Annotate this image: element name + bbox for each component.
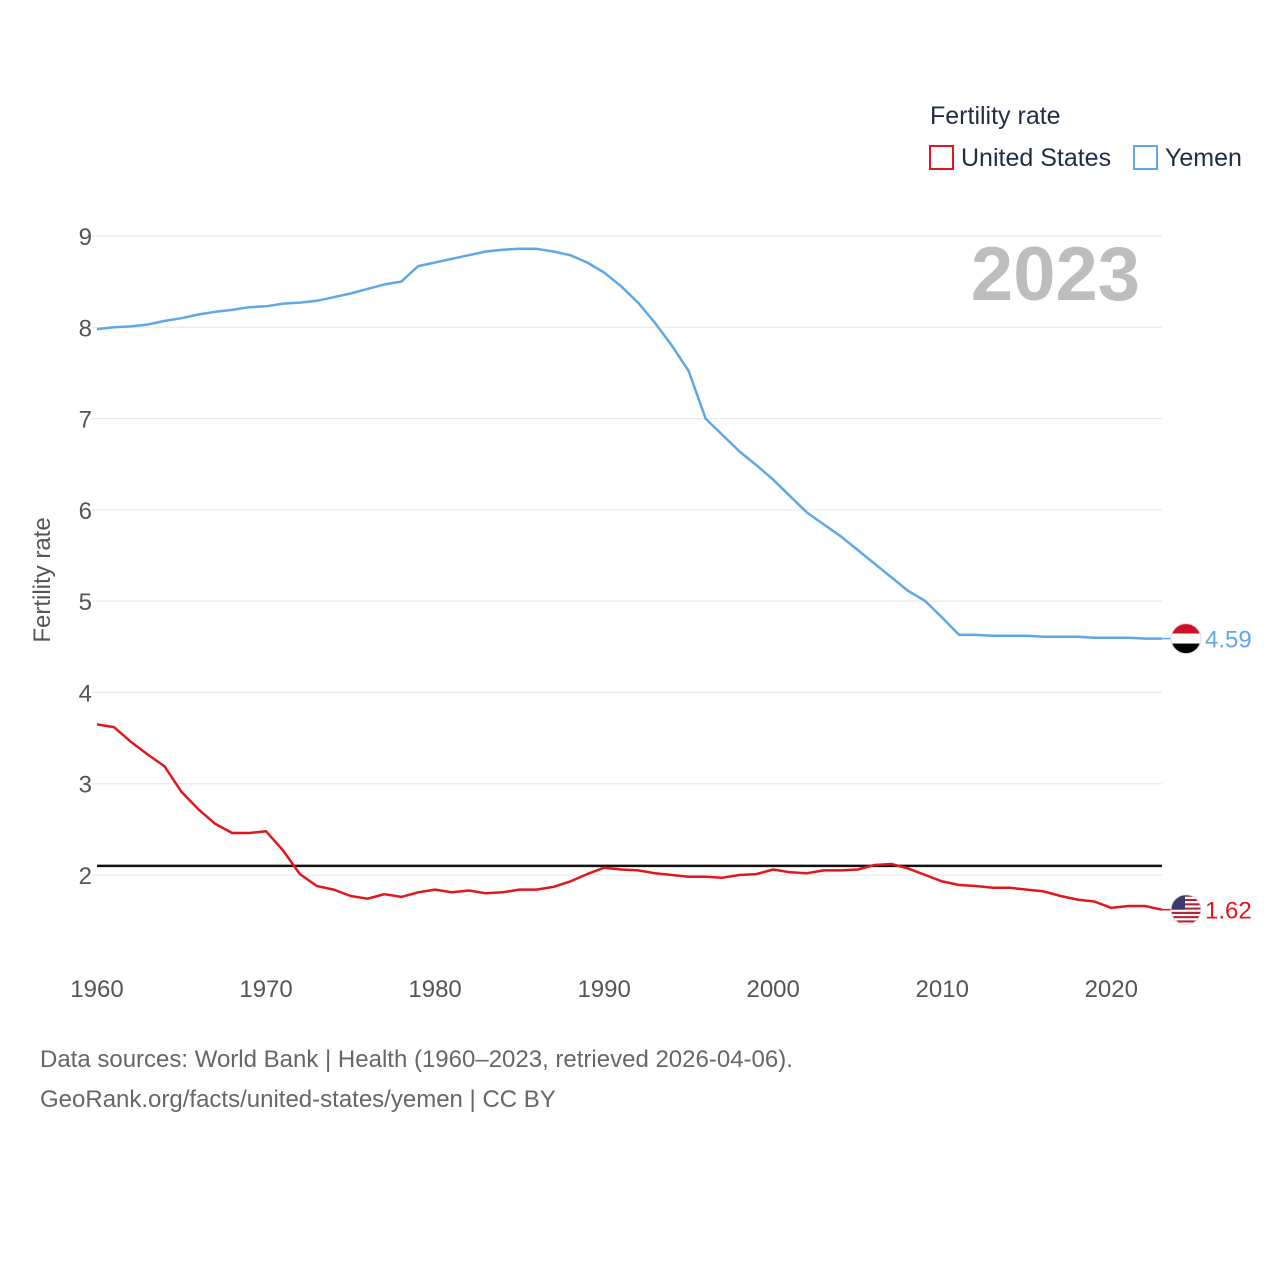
flag-stripe-1: [1171, 898, 1201, 902]
y-tick-label-6: 6: [79, 498, 92, 525]
y-tick-label-4: 4: [79, 680, 92, 707]
series-line-united-states: [96, 723, 1163, 911]
flag-border-yemen: [1170, 623, 1202, 655]
y-axis-ticks: 2 3 4 5 6 7 8 9: [79, 224, 92, 890]
x-tick-label-1960: 1960: [70, 976, 123, 1003]
y-tick-label-8: 8: [79, 315, 92, 342]
x-tick-label-1980: 1980: [408, 976, 461, 1003]
y-tick-label-5: 5: [79, 589, 92, 616]
flag-stripe-white-6: [1171, 922, 1201, 925]
end-value-label-united-states: 1.62: [1205, 898, 1252, 925]
watermark-year: 2023: [971, 232, 1140, 317]
flag-stripe-white-4: [1171, 913, 1201, 917]
flag-stripe-white-1: [1171, 901, 1201, 904]
flag-stripe-3: [1171, 907, 1201, 910]
flag-stripe-0: [1171, 894, 1201, 897]
x-tick-label-2020: 2020: [1085, 976, 1138, 1003]
flag-stripe-6: [1171, 920, 1201, 923]
series-endpoints: 1.62 4.59: [1162, 623, 1252, 926]
line-chart: 2 3 4 5 6 7 8 9 1960 1970 1980 1990 2000 2010 2020 20…: [29, 102, 1252, 1003]
legend: Fertility rate United States Yemen: [929, 102, 1242, 172]
footer-attribution[interactable]: GeoRank.org/facts/united-states/yemen | …: [40, 1086, 556, 1113]
y-tick-label-2: 2: [79, 863, 92, 890]
y-tick-label-3: 3: [79, 772, 92, 799]
legend-swatch-yemen: [1133, 145, 1158, 170]
legend-item-united-states[interactable]: United States: [929, 144, 1111, 172]
gridlines: [92, 235, 1162, 876]
x-tick-label-1990: 1990: [577, 976, 630, 1003]
flag-art-united-states: [1171, 894, 1201, 925]
flag-art-yemen: [1171, 623, 1201, 654]
legend-label-yemen: Yemen: [1165, 144, 1242, 172]
flag-icon-united-states: [1170, 894, 1202, 926]
flag-stripe-black: [1171, 643, 1201, 654]
flag-stripe-white-5: [1171, 918, 1201, 921]
flag-stripe-red: [1171, 623, 1201, 634]
x-tick-label-2010: 2010: [916, 976, 969, 1003]
x-axis-ticks: 1960 1970 1980 1990 2000 2010 2020: [70, 976, 1138, 1003]
flag-border-united-states: [1170, 894, 1202, 926]
legend-swatch-united-states: [929, 145, 954, 170]
flag-stripe-white-0: [1171, 896, 1201, 899]
legend-item-yemen[interactable]: Yemen: [1133, 144, 1242, 172]
legend-label-united-states: United States: [961, 144, 1111, 172]
y-tick-label-9: 9: [79, 224, 92, 251]
x-tick-label-2000: 2000: [746, 976, 799, 1003]
flag-stripe-2: [1171, 903, 1201, 906]
x-tick-label-1970: 1970: [239, 976, 292, 1003]
flag-icon-yemen: [1170, 623, 1202, 655]
y-tick-label-7: 7: [79, 407, 92, 434]
series-lines: [96, 247, 1163, 911]
series-line-yemen: [96, 247, 1162, 640]
y-axis-label: Fertility rate: [29, 517, 56, 642]
footer-sources: Data sources: World Bank | Health (1960–…: [40, 1046, 793, 1073]
flag-stripe-white-3: [1171, 909, 1201, 912]
flag-stripe-4: [1171, 911, 1201, 915]
end-value-label-yemen: 4.59: [1205, 627, 1252, 654]
flag-stripe-white: [1171, 633, 1201, 644]
legend-title: Fertility rate: [930, 102, 1061, 130]
flag-stripe-5: [1171, 916, 1201, 919]
flag-stripe-white-2: [1171, 905, 1201, 908]
